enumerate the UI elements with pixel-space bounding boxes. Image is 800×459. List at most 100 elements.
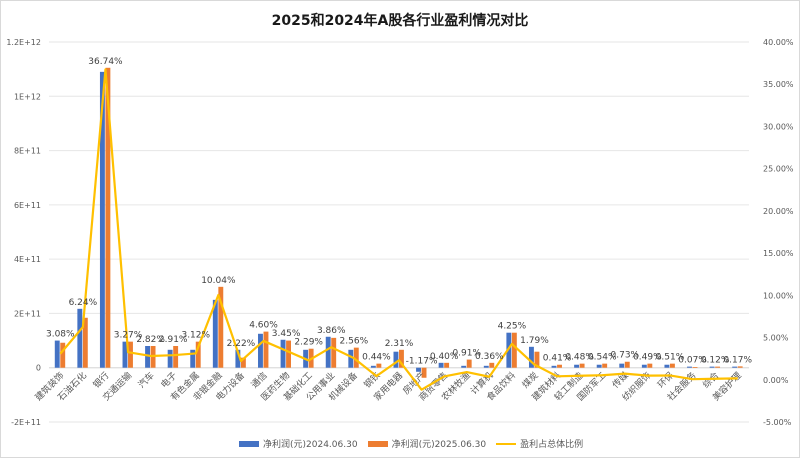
data-label: 6.24% <box>69 298 98 308</box>
x-category-label: 电子 <box>158 369 179 390</box>
bar[interactable] <box>619 363 625 368</box>
bar[interactable] <box>737 366 743 368</box>
data-label: 0.44% <box>362 353 391 363</box>
data-label: 0.49% <box>633 353 662 363</box>
data-label: 3.12% <box>181 331 210 341</box>
legend-item-2025[interactable]: 净利润(元)2025.06.30 <box>367 437 487 450</box>
data-label: 3.08% <box>46 330 75 340</box>
y2-tick-label: 10.00% <box>763 291 794 300</box>
bar[interactable] <box>240 357 246 368</box>
legend-item-ratio[interactable]: 盈利占总体比例 <box>496 437 583 450</box>
bar[interactable] <box>280 339 286 368</box>
bar[interactable] <box>641 364 647 368</box>
bar[interactable] <box>416 367 421 372</box>
bar[interactable] <box>286 340 291 368</box>
bar[interactable] <box>370 365 376 368</box>
x-category-label: 通信 <box>248 369 269 390</box>
data-label: 2.22% <box>227 339 256 349</box>
x-category-label: 传媒 <box>610 369 631 390</box>
bar[interactable] <box>60 342 66 368</box>
bar[interactable] <box>105 67 111 368</box>
bar[interactable] <box>444 362 450 368</box>
legend-label: 净利润(元)2025.06.30 <box>391 440 487 450</box>
bar[interactable] <box>528 346 534 368</box>
bar[interactable] <box>331 337 337 368</box>
bar[interactable] <box>692 367 698 368</box>
bar[interactable] <box>54 340 60 368</box>
data-label: 2.29% <box>294 338 323 348</box>
bar[interactable] <box>258 333 263 368</box>
y-tick-label: -2E+11 <box>11 418 41 427</box>
data-label: 4.25% <box>498 322 527 332</box>
legend-label: 盈利占总体比例 <box>520 440 584 450</box>
chart-title: 2025和2024年A股各行业盈利情况对比 <box>271 13 529 29</box>
bar[interactable] <box>557 364 562 368</box>
bar[interactable] <box>647 363 653 368</box>
bar[interactable] <box>353 347 359 368</box>
bar[interactable] <box>190 349 196 368</box>
bar[interactable] <box>195 341 201 368</box>
bar[interactable] <box>348 349 354 368</box>
bar[interactable] <box>376 363 382 368</box>
bar[interactable] <box>173 346 179 368</box>
bar[interactable] <box>574 364 580 368</box>
bar[interactable] <box>438 362 444 368</box>
y2-tick-label: -5.00% <box>763 418 792 427</box>
bar[interactable] <box>325 336 331 368</box>
bar[interactable] <box>263 331 269 368</box>
legend-item-2024[interactable]: 净利润(元)2024.06.30 <box>239 437 358 450</box>
bar[interactable] <box>82 317 88 368</box>
data-label: 0.51% <box>656 353 685 363</box>
bar[interactable] <box>399 349 404 368</box>
bar[interactable] <box>669 363 675 368</box>
bar[interactable] <box>167 349 173 368</box>
bar[interactable] <box>534 351 540 368</box>
data-label: 0.40% <box>430 352 459 362</box>
data-label: 0.12% <box>701 356 730 366</box>
bar[interactable] <box>461 365 467 368</box>
bar[interactable] <box>145 346 151 368</box>
y-tick-label: 4E+11 <box>14 255 41 264</box>
bar[interactable] <box>128 341 133 368</box>
bar[interactable] <box>715 366 721 368</box>
bar[interactable] <box>218 286 224 368</box>
y-tick-label: 0 <box>36 364 41 373</box>
legend-label: 净利润(元)2024.06.30 <box>263 440 358 450</box>
y2-tick-label: 5.00% <box>763 334 789 343</box>
bar[interactable] <box>596 364 602 368</box>
data-label: 0.48% <box>565 353 594 363</box>
bar[interactable] <box>466 359 472 368</box>
bar[interactable] <box>235 349 241 368</box>
bar[interactable] <box>99 71 105 368</box>
bar[interactable] <box>664 364 670 368</box>
bar[interactable] <box>602 363 608 368</box>
data-label: 3.45% <box>272 329 301 339</box>
data-label: 1.79% <box>520 336 549 346</box>
bar[interactable] <box>624 361 630 368</box>
bar[interactable] <box>489 362 495 368</box>
bar[interactable] <box>551 365 557 368</box>
data-label: 2.82% <box>136 335 165 345</box>
legend-swatch-orange-icon <box>367 440 388 447</box>
legend: 净利润(元)2024.06.30 净利润(元)2025.06.30 盈利占总体比… <box>239 437 587 450</box>
ratio-line[interactable] <box>59 68 738 391</box>
bar[interactable] <box>77 308 83 368</box>
bar[interactable] <box>212 299 218 368</box>
data-label: -1.17% <box>406 357 438 367</box>
bar[interactable] <box>483 365 489 368</box>
bar[interactable] <box>732 366 738 368</box>
bar[interactable] <box>709 366 715 368</box>
bar[interactable] <box>687 366 692 368</box>
data-label: 0.07% <box>678 356 707 366</box>
bar[interactable] <box>579 363 585 368</box>
bar[interactable] <box>393 351 399 368</box>
bar[interactable] <box>122 341 128 368</box>
y2-tick-label: 35.00% <box>763 80 794 89</box>
bar[interactable] <box>421 367 427 378</box>
data-label: 3.86% <box>317 326 346 336</box>
data-label: 0.91% <box>452 349 481 359</box>
bar[interactable] <box>511 332 517 368</box>
y-tick-label: 1E+12 <box>14 92 41 101</box>
